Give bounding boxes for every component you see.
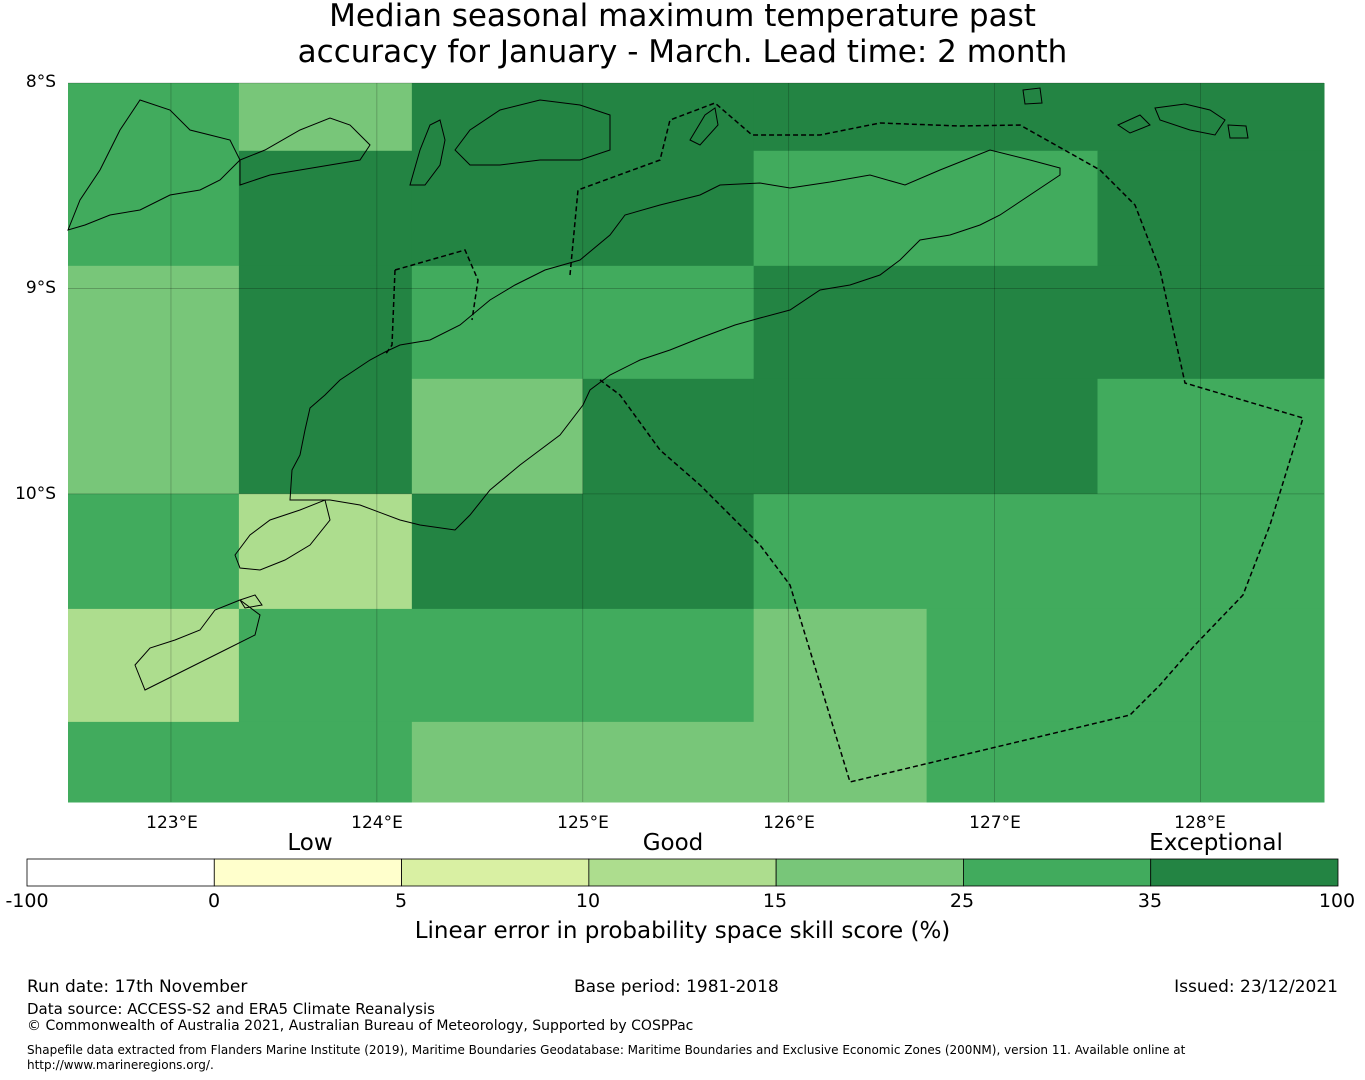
skill-cell <box>68 83 240 267</box>
skill-cell <box>411 265 755 380</box>
skill-cell <box>926 608 1325 723</box>
atauro-coastline <box>689 107 719 146</box>
skill-cell <box>753 150 1099 267</box>
skill-cell <box>753 608 928 723</box>
lon-label: 125°E <box>557 813 609 833</box>
lon-label: 126°E <box>763 813 815 833</box>
skill-cell <box>68 265 240 495</box>
eez-boundary-east <box>569 102 1304 783</box>
kisar-coastline <box>1022 87 1043 105</box>
colorbar-segment <box>213 858 402 887</box>
skill-map <box>67 82 1325 803</box>
lakor-coastline <box>1227 124 1249 139</box>
colorbar-tick: 100 <box>1318 890 1356 912</box>
colorbar-tick: 25 <box>949 890 975 912</box>
colorbar-segment <box>26 858 215 887</box>
lon-label: 128°E <box>1174 813 1226 833</box>
skill-cell <box>238 83 413 152</box>
colorbar-segment <box>963 858 1152 887</box>
timor-coastline <box>289 149 1061 531</box>
colorbar-segment <box>588 858 777 887</box>
colorbar-tick: 35 <box>1137 890 1163 912</box>
skill-cell <box>68 608 240 723</box>
colorbar-tick: 15 <box>762 890 788 912</box>
skill-cell <box>753 83 1325 152</box>
category-low: Low <box>287 830 333 856</box>
category-good: Good <box>642 830 704 856</box>
skill-cell <box>238 265 413 495</box>
leti-coastline <box>1116 114 1151 134</box>
moa-coastline <box>1154 103 1226 136</box>
colorbar-segment <box>1150 858 1339 887</box>
semau-coastline <box>239 594 263 609</box>
skill-cell <box>926 721 1325 803</box>
skill-cell <box>238 493 413 610</box>
colorbar-label: Linear error in probability space skill … <box>414 918 951 944</box>
graticule <box>68 82 1324 802</box>
skill-cell <box>753 265 1325 380</box>
skill-cell <box>68 721 413 803</box>
skill-grid <box>68 83 1325 803</box>
colorbar-tick: 10 <box>575 890 601 912</box>
eez-boundary-north <box>384 249 479 356</box>
lon-label: 124°E <box>351 813 403 833</box>
run-date: Run date: 17th November <box>27 977 248 997</box>
lat-label: 10°S <box>15 484 56 504</box>
colorbar-tick: 5 <box>394 890 408 912</box>
copyright: © Commonwealth of Australia 2021, Austra… <box>27 1018 694 1034</box>
lat-label: 9°S <box>25 278 56 298</box>
skill-cell <box>411 493 755 610</box>
skill-cell <box>411 378 584 495</box>
skill-cell <box>68 493 240 610</box>
colorbar-segment <box>401 858 590 887</box>
skill-cell <box>753 493 1325 610</box>
colorbar-tick: -100 <box>5 890 49 912</box>
sawu-coastline <box>134 599 261 691</box>
skill-cell <box>753 378 1099 495</box>
lon-label: 123°E <box>146 813 198 833</box>
wetar-coastline <box>454 99 611 166</box>
base-period: Base period: 1981-2018 <box>574 977 779 997</box>
data-source: Data source: ACCESS-S2 and ERA5 Climate … <box>27 1000 435 1018</box>
rote-coastline <box>234 499 331 571</box>
category-exceptional: Exceptional <box>1149 830 1283 856</box>
colorbar <box>26 858 1339 887</box>
skill-cell <box>411 721 928 803</box>
alor-coastline <box>239 117 371 186</box>
skill-cell <box>238 150 413 267</box>
maritime-boundary <box>384 102 1304 783</box>
flores-coastline <box>67 99 241 231</box>
skill-cell <box>238 608 755 723</box>
colorbar-segment <box>775 858 964 887</box>
coastlines <box>67 87 1249 691</box>
pantar-coastline <box>409 119 446 186</box>
skill-cell <box>1097 378 1325 495</box>
skill-cell <box>582 378 755 495</box>
map-title-line-1: Median seasonal maximum temperature past <box>329 0 1036 34</box>
lon-label: 127°E <box>969 813 1021 833</box>
map-title-line-2: accuracy for January - March. Lead time:… <box>297 34 1068 70</box>
skill-cell <box>411 83 755 267</box>
lat-label: 8°S <box>25 72 56 92</box>
skill-cell <box>1097 150 1325 267</box>
shapefile-url: http://www.marineregions.org/. <box>27 1058 214 1072</box>
issued-date: Issued: 23/12/2021 <box>1174 977 1338 997</box>
shapefile-credit: Shapefile data extracted from Flanders M… <box>27 1043 1186 1057</box>
colorbar-tick: 0 <box>207 890 221 912</box>
